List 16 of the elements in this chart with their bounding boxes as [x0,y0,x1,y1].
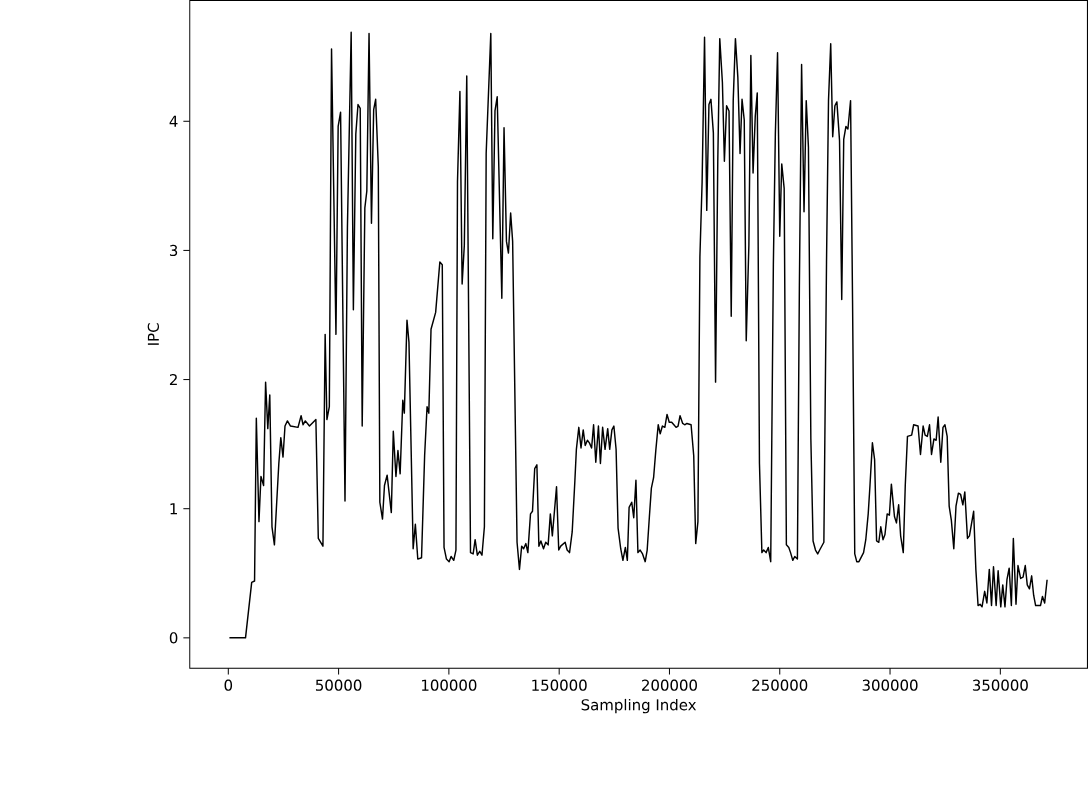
line-series [228,31,1048,639]
x-tick-label: 300000 [862,679,918,691]
x-tick-label: 100000 [422,679,477,691]
x-tick-label: 150000 [532,679,587,691]
y-tick-label: 3 [169,244,178,257]
y-axis-title: IPC [147,323,159,345]
x-tick-label: 250000 [752,679,808,691]
x-tick-label: 350000 [972,679,1028,691]
x-tick-label: 0 [224,679,233,691]
y-tick-label: 0 [169,632,178,644]
x-axis-title: Sampling Index [581,699,697,714]
y-tick-label: 4 [169,115,178,127]
x-tick-label: 200000 [642,679,697,691]
x-tick-label: 50000 [315,679,362,691]
y-tick-label: 2 [169,374,177,386]
y-tick-label: 1 [170,503,177,515]
